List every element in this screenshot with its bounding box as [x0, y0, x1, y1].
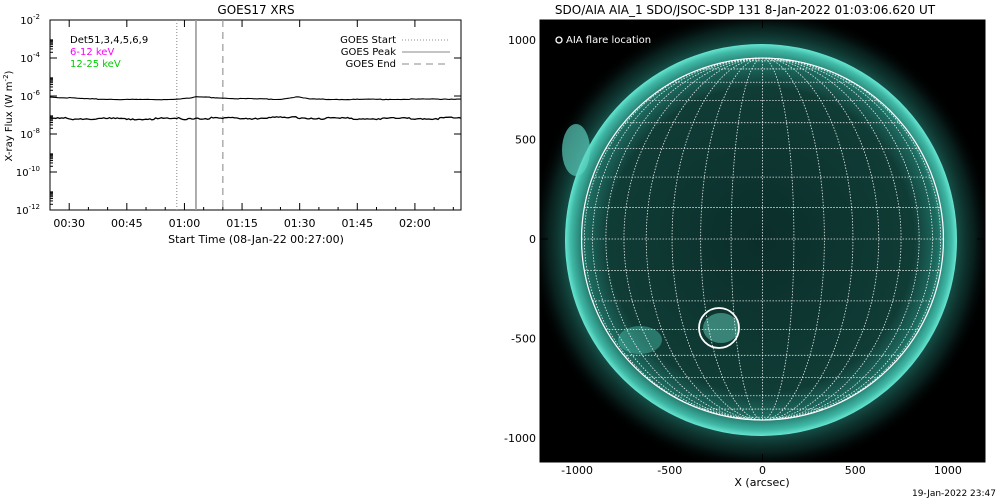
goes-x-tick-label: 01:45	[341, 217, 373, 230]
grid-meridian	[762, 57, 854, 421]
legend-flare-location-label: AIA flare location	[566, 35, 651, 46]
goes-y-tick-label: 10-8	[20, 127, 40, 141]
goes-y-tick-label: 10-4	[20, 51, 40, 65]
grid-meridian	[592, 57, 763, 421]
grid-meridian	[605, 57, 763, 421]
grid-meridian	[762, 57, 902, 421]
aia-x-tick-label: -1000	[561, 464, 593, 477]
flare-location-circle	[698, 307, 740, 349]
goes-y-tick-label: 10-6	[20, 89, 40, 103]
grid-meridian	[671, 57, 763, 421]
aia-x-tick-label: 500	[845, 464, 866, 477]
grid-meridian	[762, 57, 825, 421]
grid-meridian	[700, 57, 763, 421]
goes-x-tick-label: 01:30	[284, 217, 316, 230]
goes-y-tick-label: 10-10	[16, 165, 40, 179]
goes-y-tick-label: 10-2	[20, 13, 40, 27]
goes-x-tick-label: 00:45	[111, 217, 143, 230]
goes-x-tick-label: 00:30	[53, 217, 85, 230]
legend-channel-3: 12-25 keV	[70, 59, 121, 70]
legend-channel-2: 6-12 keV	[70, 47, 114, 58]
aia-x-tick-label: -500	[657, 464, 682, 477]
aia-y-tick-label: 500	[515, 133, 536, 146]
aia-x-tick-label: 1000	[934, 464, 962, 477]
aia-timestamp: 19-Jan-2022 23:47	[912, 489, 996, 499]
active-region-southeast	[618, 326, 662, 354]
grid-meridian	[623, 57, 763, 421]
legend-channel-1: Det51,3,4,5,6,9	[70, 35, 148, 46]
active-region-east-limb	[562, 124, 590, 176]
aia-x-tick-label: 0	[759, 464, 766, 477]
aia-plot-title: SDO/AIA AIA_1 SDO/JSOC-SDP 131 8-Jan-202…	[555, 3, 936, 17]
grid-meridian	[762, 57, 920, 421]
legend-flare-location-icon	[555, 36, 563, 44]
aia-y-tick-label: 1000	[508, 34, 536, 47]
solar-limb-outline	[580, 57, 945, 421]
solar-disk	[565, 44, 957, 436]
aia-y-tick-label: -1000	[504, 432, 536, 445]
aia-y-tick-label: -500	[511, 333, 536, 346]
goes-y-axis-label: X-ray Flux (W m-2)	[2, 70, 15, 161]
aia-y-tick-label: 0	[529, 233, 536, 246]
goes-x-tick-label: 01:00	[169, 217, 201, 230]
goes-xrs-plot: GOES17 XRS 10-12 10-10 10-8 10-6 10-4 10-2 00…	[2, 3, 462, 246]
legend-goes-peak: GOES Peak	[341, 47, 396, 58]
active-region-flare	[703, 313, 739, 343]
goes-x-tick-label: 02:00	[399, 217, 431, 230]
goes-plot-frame	[49, 19, 462, 211]
goes-x-axis-label: Start Time (08-Jan-22 00:27:00)	[168, 233, 344, 246]
goes-x-tick-label: 01:15	[226, 217, 258, 230]
goes-series-line	[49, 116, 462, 121]
goes-y-tick-label: 10-12	[16, 203, 40, 217]
goes-series-line	[49, 96, 461, 101]
legend-goes-start: GOES Start	[340, 35, 396, 46]
aia-131-image: SDO/AIA AIA_1 SDO/JSOC-SDP 131 8-Jan-202…	[504, 3, 996, 499]
aia-x-axis-label: X (arcsec)	[734, 476, 789, 489]
grid-meridian	[762, 57, 941, 421]
goes-plot-title: GOES17 XRS	[217, 3, 294, 17]
legend-goes-end: GOES End	[346, 59, 396, 70]
grid-meridian	[762, 57, 933, 421]
grid-meridian	[584, 57, 763, 421]
